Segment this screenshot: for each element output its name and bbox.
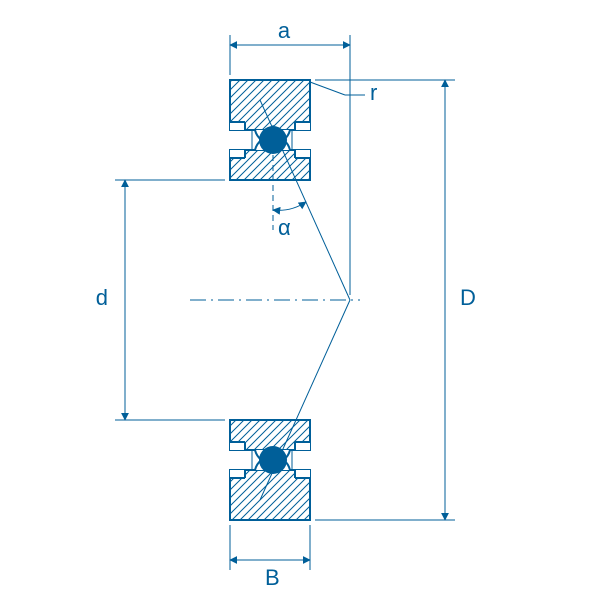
label-r: r — [370, 80, 377, 105]
label-B: B — [265, 565, 280, 590]
dim-B — [230, 525, 310, 570]
bearing-diagram: a r d D B α — [0, 0, 600, 600]
dim-d — [115, 180, 225, 420]
bottom-section — [230, 420, 310, 520]
leader-r — [310, 82, 365, 95]
label-d: d — [96, 285, 108, 310]
top-section — [230, 80, 310, 180]
label-a: a — [278, 18, 291, 43]
label-D: D — [460, 285, 476, 310]
label-alpha: α — [278, 215, 291, 240]
